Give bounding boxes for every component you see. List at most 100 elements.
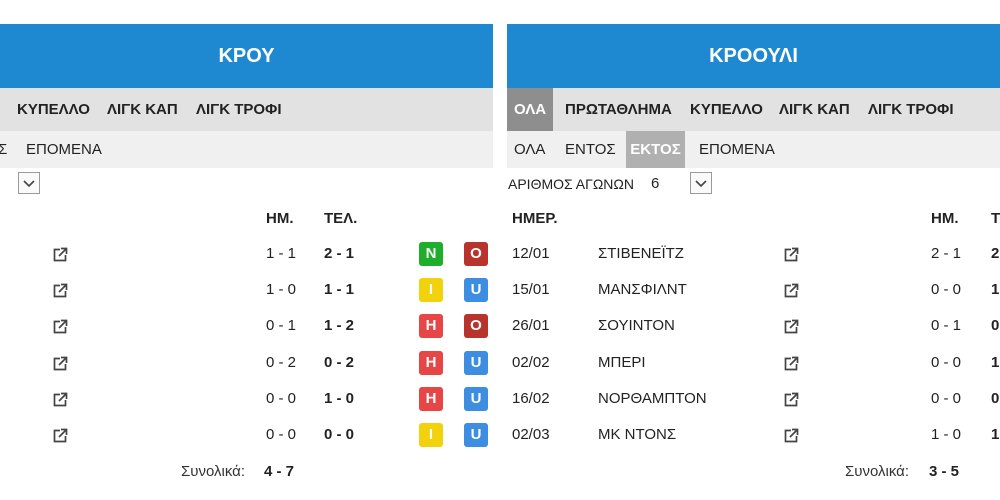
fulltime-score: 0 <box>991 317 1000 335</box>
match-count-dropdown[interactable] <box>18 172 40 194</box>
fulltime-score: 1 - 1 <box>324 281 355 299</box>
over-under-badge: O <box>464 242 488 266</box>
external-link-icon <box>53 283 68 298</box>
total-value: 3 - 5 <box>929 463 960 480</box>
result-badge: H <box>419 314 443 339</box>
match-count-dropdown[interactable] <box>690 172 712 194</box>
external-link-icon[interactable] <box>782 282 800 300</box>
subtab-away[interactable]: ΕΚΤΟΣ <box>626 131 685 168</box>
crawley-form-panel: ΚΡΟΟΥΛΙ ΟΛΑ ΠΡΩΤΑΘΛΗΜΑ ΚΥΠΕΛΛΟ ΛΙΓΚ ΚΑΠ … <box>507 24 1000 500</box>
col-header-date: ΗΜΕΡ. <box>512 210 558 227</box>
match-count-label: ΑΡΙΘΜΟΣ ΑΓΩΝΩΝ <box>508 176 634 192</box>
halftime-score: 0 - 0 <box>266 389 297 407</box>
tab-league-trophy[interactable]: ΛΙΓΚ ΤΡΟΦΙ <box>196 101 282 118</box>
chevron-down-icon <box>695 180 707 188</box>
external-link-icon[interactable] <box>51 391 69 409</box>
team-header-title: ΚΡΟΟΥΛΙ <box>507 24 1000 88</box>
halftime-score: 2 - 1 <box>931 245 962 262</box>
venue-subtabs: ΟΛΑ ΕΝΤΟΣ ΕΚΤΟΣ ΕΠΟΜΕΝΑ <box>507 131 1000 168</box>
total-label: Συνολικά: <box>845 463 910 480</box>
halftime-score: 0 - 0 <box>266 426 297 443</box>
tab-league[interactable]: ΠΡΩΤΑΘΛΗΜΑ <box>565 101 672 118</box>
external-link-icon <box>53 320 68 334</box>
fulltime-score: 0 <box>991 389 1000 407</box>
halftime-score: 0 - 0 <box>931 353 962 371</box>
opponent-name: ΝΟΡΘΑΜΠΤΟΝ <box>598 389 707 407</box>
halftime-score: 0 - 1 <box>266 317 297 335</box>
halftime-score: 0 - 2 <box>266 353 297 371</box>
total-value: 4 - 7 <box>264 463 295 480</box>
external-link-icon <box>53 356 68 370</box>
competition-tabs: ΟΛΑ ΠΡΩΤΑΘΛΗΜΑ ΚΥΠΕΛΛΟ ΛΙΓΚ ΚΑΠ ΛΙΓΚ ΤΡΟ… <box>507 88 1000 131</box>
match-count-filter <box>0 168 493 200</box>
match-date: 02/03 <box>512 426 550 443</box>
subtab-all[interactable]: ΟΛΑ <box>514 141 546 158</box>
col-header-halftime: ΗΜ. <box>931 210 959 227</box>
tab-cup[interactable]: ΚΥΠΕΛΛΟ <box>17 101 90 118</box>
external-link-icon <box>53 392 68 407</box>
fulltime-score: 0 - 2 <box>324 353 355 371</box>
match-count-filter: ΑΡΙΘΜΟΣ ΑΓΩΝΩΝ 6 <box>507 168 1000 200</box>
competition-tabs: ΚΥΠΕΛΛΟ ΛΙΓΚ ΚΑΠ ΛΙΓΚ ΤΡΟΦΙ <box>0 88 493 131</box>
chevron-down-icon <box>23 180 35 188</box>
result-badge: I <box>419 278 443 303</box>
external-link-icon[interactable] <box>51 355 69 373</box>
opponent-name: ΣΤΙΒΕΝΕΪΤΖ <box>598 245 684 262</box>
opponent-name: ΜΚ ΝΤΟΝΣ <box>598 426 677 443</box>
tab-all[interactable]: ΟΛΑ <box>507 88 553 131</box>
match-date: 16/02 <box>512 389 550 407</box>
tab-cup[interactable]: ΚΥΠΕΛΛΟ <box>690 101 763 118</box>
result-badge: I <box>419 423 443 447</box>
external-link-icon <box>784 283 799 298</box>
halftime-score: 0 - 1 <box>931 317 962 335</box>
tab-league-cup[interactable]: ΛΙΓΚ ΚΑΠ <box>107 101 178 118</box>
external-link-icon <box>784 356 799 370</box>
fulltime-score: 1 - 0 <box>324 389 355 407</box>
total-label: Συνολικά: <box>181 463 246 480</box>
venue-subtabs: Σ ΕΠΟΜΕΝΑ <box>0 131 493 168</box>
result-badge: H <box>419 350 443 375</box>
subtab-away[interactable]: Σ <box>0 141 8 158</box>
halftime-score: 1 - 1 <box>266 245 297 262</box>
tab-league-cup[interactable]: ΛΙΓΚ ΚΑΠ <box>779 101 850 118</box>
over-under-badge: U <box>464 278 488 303</box>
over-under-badge: U <box>464 386 488 411</box>
fulltime-score: 1 <box>991 353 1000 371</box>
fulltime-score: 1 <box>991 281 1000 299</box>
halftime-score: 1 - 0 <box>266 281 297 299</box>
external-link-icon[interactable] <box>51 246 69 264</box>
fulltime-score: 0 - 0 <box>324 426 355 443</box>
fulltime-score: 1 <box>991 426 1000 443</box>
external-link-icon[interactable] <box>782 391 800 409</box>
external-link-icon[interactable] <box>782 246 800 264</box>
subtab-next[interactable]: ΕΠΟΜΕΝΑ <box>699 141 775 158</box>
external-link-icon <box>53 247 68 262</box>
subtab-next[interactable]: ΕΠΟΜΕΝΑ <box>26 141 102 158</box>
external-link-icon[interactable] <box>51 282 69 300</box>
subtab-home[interactable]: ΕΝΤΟΣ <box>565 141 616 158</box>
fulltime-score: 1 - 2 <box>324 317 355 335</box>
over-under-badge: O <box>464 314 488 339</box>
external-link-icon <box>53 428 68 443</box>
match-date: 15/01 <box>512 281 550 299</box>
tab-league-trophy[interactable]: ΛΙΓΚ ΤΡΟΦΙ <box>868 101 954 118</box>
external-link-icon <box>784 428 799 443</box>
external-link-icon[interactable] <box>782 427 800 445</box>
team-header-title: ΚΡΟΥ <box>0 24 493 88</box>
opponent-name: ΜΠΕΡΙ <box>598 353 646 371</box>
external-link-icon <box>784 392 799 407</box>
col-header-fulltime: Τ <box>991 210 1000 227</box>
over-under-badge: U <box>464 423 488 447</box>
result-badge: H <box>419 386 443 411</box>
match-date: 12/01 <box>512 245 550 262</box>
external-link-icon[interactable] <box>51 427 69 445</box>
external-link-icon[interactable] <box>51 318 69 336</box>
col-header-fulltime: ΤΕΛ. <box>324 210 358 227</box>
over-under-badge: U <box>464 350 488 375</box>
external-link-icon[interactable] <box>782 355 800 373</box>
match-date: 02/02 <box>512 353 550 371</box>
external-link-icon[interactable] <box>782 318 800 336</box>
match-date: 26/01 <box>512 317 550 335</box>
fulltime-score: 2 <box>991 245 1000 262</box>
external-link-icon <box>784 247 799 262</box>
